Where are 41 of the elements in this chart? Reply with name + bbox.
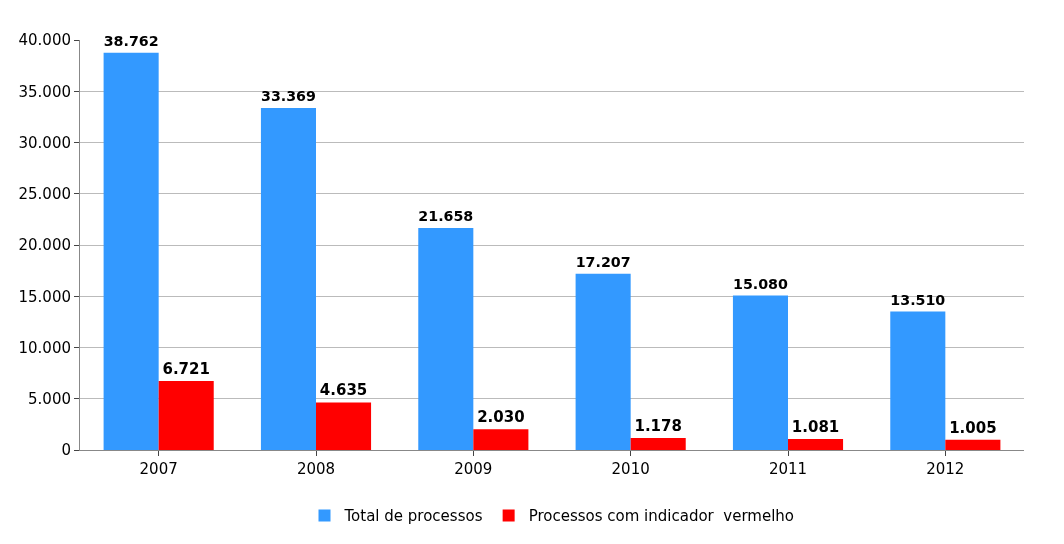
x-tick-label: 2010 — [611, 460, 650, 478]
x-tick-label: 2012 — [926, 460, 965, 478]
data-label: 4.635 — [319, 381, 368, 400]
x-tick-label: 2009 — [454, 460, 493, 478]
y-tick-label: 0 — [61, 441, 71, 460]
y-tick-label: 30.000 — [18, 133, 71, 152]
bar — [260, 107, 316, 450]
bar — [103, 52, 159, 450]
y-tick-label: 10.000 — [18, 338, 71, 357]
data-label: 15.080 — [732, 275, 789, 292]
data-label: 6.721 — [162, 360, 210, 379]
bar — [418, 228, 474, 450]
bar — [316, 402, 372, 450]
data-label: 13.510 — [890, 291, 946, 308]
y-tick-label: 25.000 — [18, 185, 71, 203]
bar — [630, 437, 686, 450]
bar — [945, 439, 1001, 450]
data-label: 1.178 — [634, 416, 682, 435]
bar — [890, 311, 946, 450]
legend-label: Processos com indicador vermelho — [528, 507, 795, 526]
bar — [575, 273, 631, 450]
data-label: 1.081 — [791, 417, 840, 436]
bar — [732, 295, 788, 450]
y-tick-label: 5.000 — [28, 390, 71, 408]
x-tick-label: 2007 — [139, 460, 178, 478]
data-label: 33.369 — [260, 88, 316, 105]
bar — [788, 438, 844, 450]
data-label: 21.658 — [418, 208, 474, 225]
data-label: 1.005 — [949, 418, 997, 437]
x-tick-label: 2011 — [768, 460, 808, 478]
x-tick-label: 2008 — [296, 460, 336, 478]
bar — [473, 429, 529, 450]
y-tick-label: 15.000 — [18, 287, 71, 306]
data-label: 17.207 — [575, 253, 631, 270]
data-label: 2.030 — [477, 408, 525, 427]
legend-label: Total de processos — [343, 507, 483, 526]
y-tick-label: 20.000 — [18, 236, 71, 255]
y-tick-label: 35.000 — [18, 82, 71, 101]
bar — [158, 381, 214, 450]
y-tick-label: 40.000 — [18, 31, 71, 50]
data-label: 38.762 — [103, 32, 159, 49]
